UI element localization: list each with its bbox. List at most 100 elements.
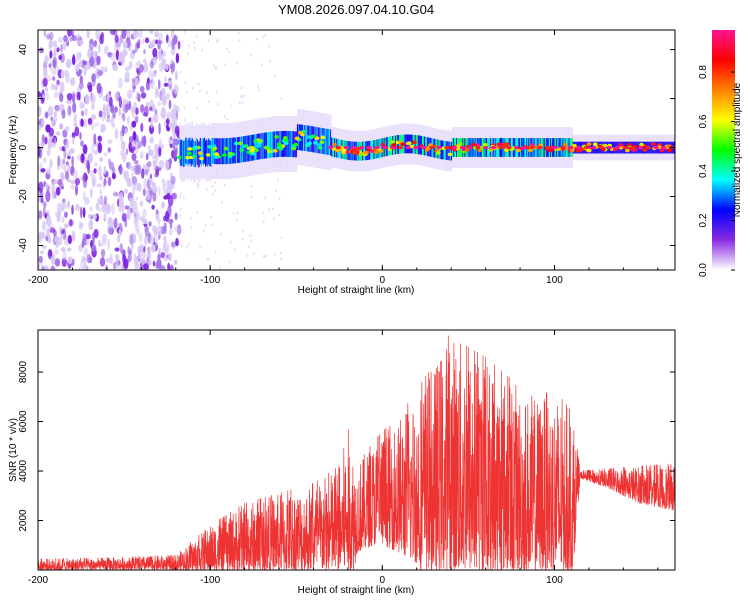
noise-blob [121,124,125,137]
y-tick-label: 0 [18,144,29,150]
noise-speck [190,226,193,229]
noise-blob [140,92,147,99]
noise-blob [155,209,159,215]
noise-blob [103,166,107,175]
band-core [227,138,230,164]
noise-speck [268,208,270,211]
band-core [444,141,446,160]
band-core [291,131,294,157]
band-hotspot [227,152,233,156]
noise-blob [45,86,49,92]
noise-blob [43,30,47,37]
band-core [416,135,419,154]
band-peak [498,145,504,150]
noise-blob [57,36,64,44]
noise-speck [188,243,190,246]
noise-blob [158,47,163,56]
noise-blob [94,122,100,127]
band-core [199,138,202,164]
noise-speck [181,40,184,43]
noise-blob [134,115,139,124]
noise-blob [124,205,130,210]
noise-blob [145,152,149,161]
noise-speck [224,63,227,66]
noise-blob [140,122,144,133]
noise-blob [49,59,53,72]
band-hotspot [214,152,220,156]
band-core [446,141,449,161]
noise-blob [103,178,107,186]
noise-blob [51,138,55,143]
band-core [303,124,305,151]
band-hotspot [547,148,553,153]
band-hotspot [651,142,656,146]
noise-blob [149,41,153,49]
noise-blob [124,71,130,80]
noise-blob [113,190,116,197]
noise-blob [51,68,54,76]
band-core [300,124,302,151]
noise-blob [98,242,104,247]
noise-blob [170,241,176,248]
band-core [413,134,416,154]
band-core [450,141,453,161]
band-peak [576,145,582,150]
noise-blob [172,123,176,128]
noise-blob [66,93,73,101]
colorbar-label: Normalized spectral amplitude [732,82,743,217]
band-peak [359,145,365,150]
band-peak [560,145,566,150]
band-core [192,139,194,166]
band-hotspot [436,151,441,155]
noise-blob [122,40,128,49]
noise-blob [107,238,110,251]
noise-blob [50,116,53,121]
noise-blob [101,233,107,245]
noise-blob [86,30,90,39]
noise-speck [179,195,181,199]
noise-speck [226,47,228,50]
noise-blob [89,56,95,67]
noise-speck [228,260,231,264]
x-tick-label: 0 [380,275,386,286]
noise-blob [70,184,75,190]
noise-blob [38,181,44,193]
band-core [434,138,436,158]
noise-blob [155,165,160,176]
noise-blob [40,168,46,173]
noise-blob [60,229,65,235]
noise-blob [132,49,136,54]
noise-speck [190,216,192,220]
noise-blob [163,195,168,200]
noise-blob [129,197,135,203]
band-peak [545,145,551,150]
band-core [347,141,349,160]
band-core [273,131,275,158]
noise-blob [105,264,109,270]
noise-speck [216,40,218,44]
noise-blob [82,191,86,201]
noise-speck [220,233,222,236]
noise-blob [163,256,168,261]
noise-blob [168,122,173,128]
noise-blob [59,182,64,189]
y-tick-label: 20 [18,93,29,105]
band-core [313,126,315,153]
noise-blob [75,203,80,212]
band-core [542,138,545,157]
noise-speck [196,107,198,110]
noise-blob [72,102,77,114]
noise-blob [61,108,66,119]
band-core [229,137,232,164]
noise-blob [40,140,44,151]
band-hotspot [363,150,368,155]
band-core [304,125,306,151]
noise-blob [80,110,85,117]
noise-blob [93,40,97,48]
noise-speck [183,106,186,109]
noise-blob [154,31,160,38]
noise-blob [61,216,65,224]
noise-blob [42,220,46,232]
band-core [180,140,182,166]
